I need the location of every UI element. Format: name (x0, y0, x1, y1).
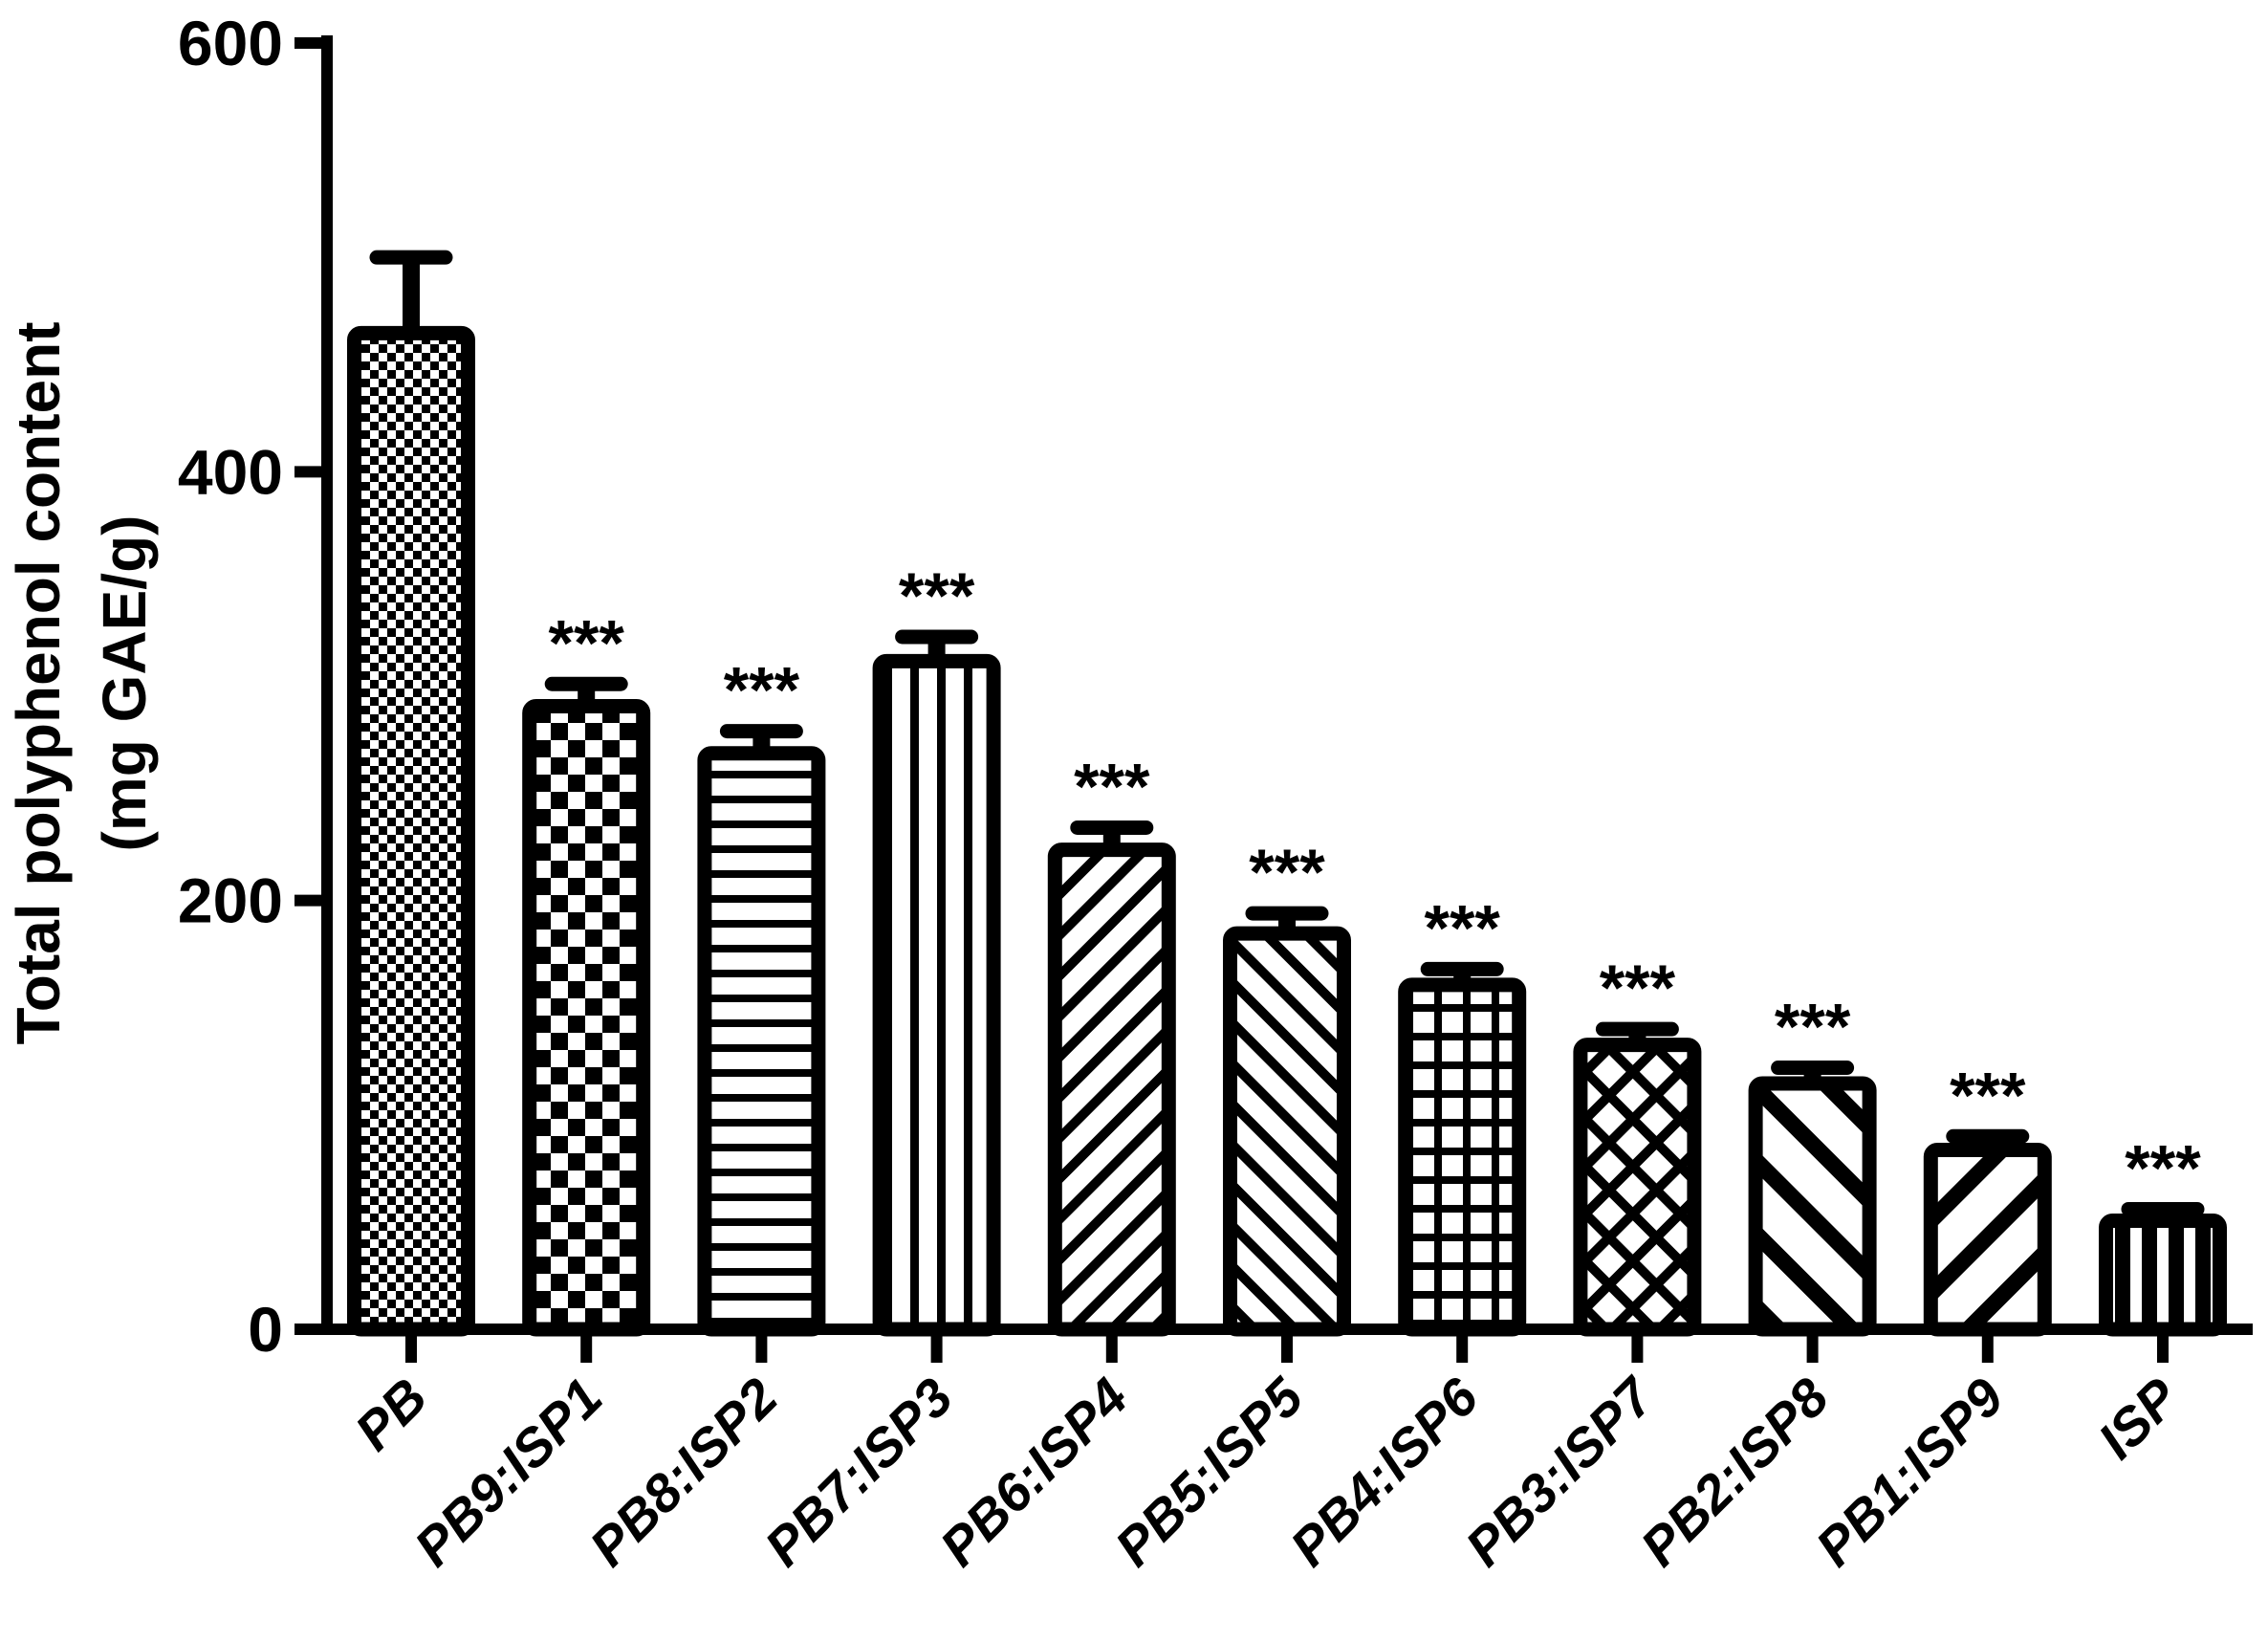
x-tick-label: PB3:ISP7 (1453, 1365, 1667, 1578)
x-tick-label: PB1:ISP9 (1804, 1367, 2016, 1578)
y-tick-label: 0 (248, 1294, 283, 1365)
bar (1923, 1142, 2052, 1337)
bar (1573, 1038, 1702, 1337)
bar (1398, 977, 1527, 1337)
x-tick-label: PB6:ISP4 (928, 1367, 1140, 1578)
bar (1748, 1076, 1877, 1337)
x-tick-label: PB2:ISP8 (1628, 1366, 1840, 1577)
x-tick-label: PB5:ISP5 (1103, 1366, 1315, 1577)
bar (1047, 842, 1176, 1337)
significance-stars: *** (1950, 1059, 2026, 1131)
significance-stars: *** (1775, 991, 1851, 1063)
x-tick-label: PB7:ISP3 (752, 1367, 964, 1578)
significance-stars: *** (724, 654, 800, 727)
y-tick-label: 400 (178, 436, 283, 507)
significance-stars: *** (549, 606, 625, 679)
x-tick-label: ISP (2086, 1366, 2191, 1470)
significance-stars: *** (1249, 836, 1325, 908)
x-tick-label: PB9:ISP1 (403, 1367, 614, 1578)
y-axis-title-line-2: (mg GAE/g) (90, 515, 159, 852)
y-tick-label: 600 (178, 8, 283, 78)
bar (2099, 1213, 2227, 1337)
significance-stars: *** (1425, 891, 1501, 964)
significance-stars: *** (1600, 952, 1676, 1024)
bar (1223, 926, 1351, 1337)
y-axis-title-line-1: Total polyphenol content (4, 321, 73, 1044)
significance-stars: *** (2125, 1131, 2201, 1204)
bar (347, 325, 475, 1337)
y-tick-label: 200 (178, 865, 283, 936)
x-tick-label: PB4:ISP6 (1278, 1366, 1490, 1577)
significance-stars: *** (899, 559, 975, 632)
x-tick-label: PB8:ISP2 (578, 1367, 789, 1578)
bar-group-PB: PB (343, 250, 475, 1462)
significance-stars: *** (1074, 750, 1150, 822)
bar (697, 746, 826, 1337)
bar-group-ISP: *** ISP (2086, 1131, 2227, 1470)
bar (522, 698, 651, 1337)
bar (872, 653, 1001, 1337)
x-tick-label: PB (343, 1367, 439, 1462)
